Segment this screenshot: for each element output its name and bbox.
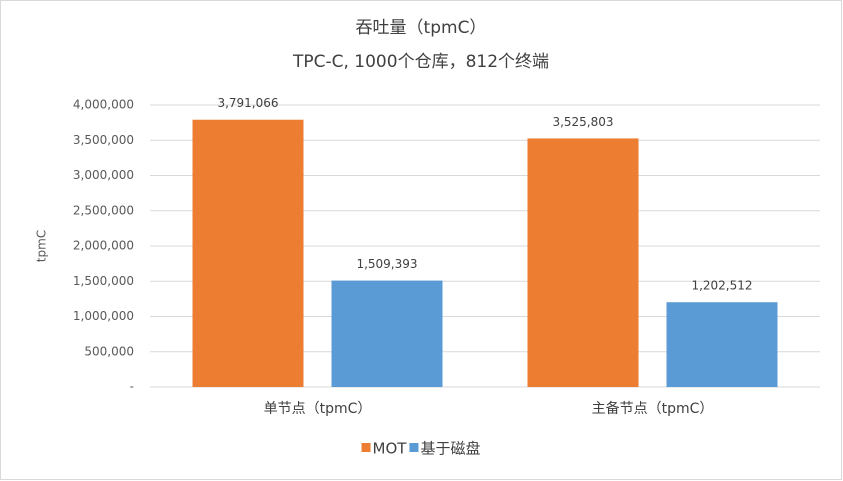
y-tick-label: 3,000,000: [73, 168, 134, 182]
value-label: 3,791,066: [217, 96, 278, 110]
y-tick-label: 2,000,000: [73, 239, 134, 253]
legend-swatch: [409, 443, 419, 452]
bar: [666, 302, 778, 387]
bar: [331, 280, 443, 387]
y-tick-label: 500,000: [84, 344, 134, 358]
value-label: 3,525,803: [552, 115, 613, 129]
y-tick-label: 4,000,000: [73, 98, 134, 112]
y-axis-label: tpmC: [35, 230, 49, 262]
y-tick-label: 1,500,000: [73, 274, 134, 288]
x-tick-label: 主备节点（tpmC）: [592, 400, 714, 417]
legend-swatch: [361, 443, 371, 452]
y-tick-label: 3,500,000: [73, 133, 134, 147]
x-tick-label: 单节点（tpmC）: [264, 401, 372, 417]
bar: [527, 138, 639, 387]
value-label: 1,509,393: [356, 257, 417, 271]
chart-subtitle: TPC-C, 1000个仓库，812个终端: [292, 52, 549, 72]
value-label: 1,202,512: [691, 279, 752, 293]
chart-title: 吞吐量（tpmC）: [356, 18, 487, 38]
y-tick-label: 1,000,000: [73, 309, 134, 323]
bar: [192, 119, 304, 387]
legend-label: MOT: [373, 440, 408, 458]
legend-label: 基于磁盘: [420, 440, 480, 458]
y-tick-label: 2,500,000: [73, 203, 134, 217]
y-tick-label: -: [130, 380, 134, 394]
